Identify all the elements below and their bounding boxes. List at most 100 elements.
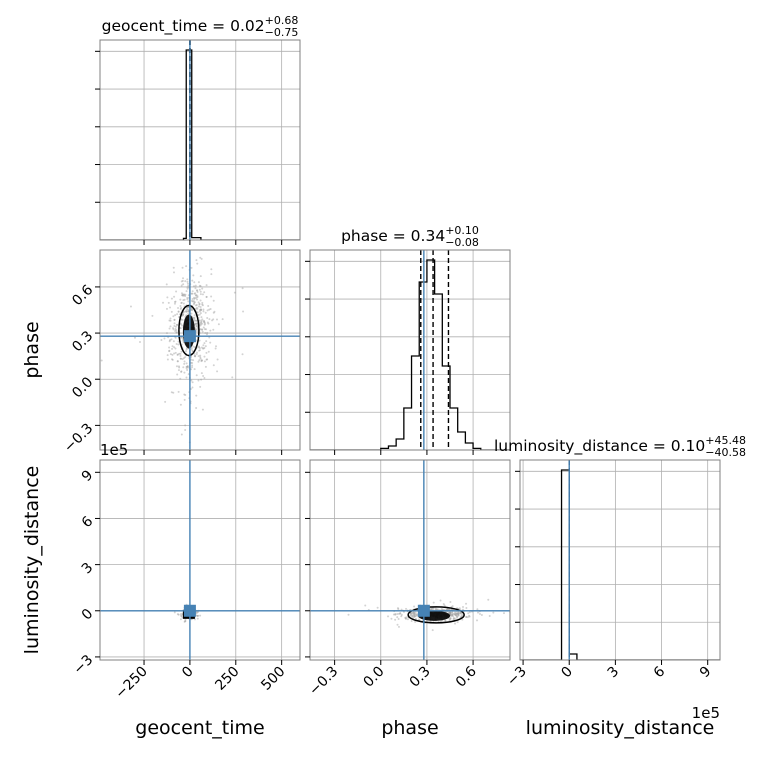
- sample-point: [204, 311, 207, 314]
- x-axis-label-geocent-time: geocent_time: [135, 717, 264, 739]
- sample-point: [183, 293, 186, 296]
- density-contour: [178, 304, 200, 357]
- sample-point: [204, 322, 207, 325]
- sample-point: [399, 612, 402, 615]
- sample-point: [206, 331, 209, 334]
- sample-point: [205, 284, 208, 287]
- sample-point: [195, 259, 198, 262]
- sample-point: [210, 295, 213, 298]
- sample-point: [397, 625, 400, 628]
- sample-point: [160, 339, 163, 342]
- sample-point: [449, 613, 452, 616]
- sample-point: [172, 271, 175, 274]
- sample-point: [199, 354, 202, 357]
- sample-point: [413, 605, 416, 608]
- sample-point: [171, 353, 174, 356]
- sample-point: [198, 288, 201, 291]
- sample-point: [448, 608, 451, 611]
- sample-point: [203, 346, 206, 349]
- sample-point: [197, 281, 200, 284]
- sample-point: [455, 616, 458, 619]
- sample-point: [195, 351, 198, 354]
- sample-point: [195, 407, 198, 410]
- y-tick-label: 0.6: [69, 282, 96, 309]
- sample-point: [179, 336, 182, 339]
- sample-point: [413, 614, 416, 617]
- sample-point: [180, 292, 183, 295]
- sample-point: [180, 301, 183, 304]
- sample-point: [176, 360, 179, 363]
- sample-point: [213, 310, 216, 313]
- sample-point: [453, 613, 456, 616]
- sample-point: [192, 274, 195, 277]
- sample-point: [413, 611, 416, 614]
- sample-point: [193, 297, 196, 300]
- sample-point: [454, 611, 457, 614]
- sample-point: [173, 325, 176, 328]
- sample-point: [196, 327, 199, 330]
- sample-point: [195, 227, 197, 229]
- sample-point: [194, 319, 197, 322]
- sample-point: [409, 613, 412, 616]
- sample-point: [452, 618, 455, 621]
- sample-point: [174, 314, 177, 317]
- sample-point: [187, 284, 190, 287]
- sample-point: [456, 621, 459, 624]
- sample-point: [181, 294, 184, 297]
- sample-point: [201, 408, 204, 411]
- sample-point: [185, 362, 188, 365]
- sample-point: [169, 325, 172, 328]
- sample-point: [176, 613, 179, 616]
- sample-point: [184, 620, 187, 623]
- sample-point: [183, 360, 186, 363]
- sample-point: [430, 608, 433, 611]
- sample-point: [198, 339, 201, 342]
- sample-point: [480, 614, 483, 617]
- sample-point: [177, 310, 180, 313]
- sample-point: [174, 351, 177, 354]
- sample-point: [182, 294, 185, 297]
- sample-point: [186, 365, 189, 368]
- sample-point: [175, 290, 178, 293]
- sample-point: [411, 615, 414, 618]
- title-main: luminosity_distance = 0.10: [494, 437, 705, 456]
- sample-point: [181, 314, 184, 317]
- sample-point: [416, 614, 419, 617]
- sample-point: [201, 328, 204, 331]
- sample-point: [207, 350, 210, 353]
- panel-content: [310, 460, 510, 660]
- sample-point: [186, 278, 189, 281]
- sample-point: [468, 615, 471, 618]
- sample-point: [170, 310, 173, 313]
- sample-point: [192, 359, 195, 362]
- sample-point: [468, 611, 471, 614]
- sample-point: [212, 318, 215, 321]
- sample-point: [198, 322, 201, 325]
- sample-point: [186, 286, 189, 289]
- sample-point: [412, 612, 415, 615]
- sample-point: [411, 611, 414, 614]
- sample-point: [179, 613, 182, 616]
- sample-point: [186, 298, 189, 301]
- sample-point: [400, 615, 403, 618]
- sample-point: [457, 612, 460, 615]
- sample-point: [179, 323, 182, 326]
- sample-point: [204, 332, 207, 335]
- sample-point: [199, 356, 202, 359]
- sample-point: [184, 424, 187, 427]
- sample-point: [194, 287, 197, 290]
- sample-point: [431, 629, 434, 632]
- sample-point: [199, 385, 202, 388]
- panel-title-luminosity_distance: luminosity_distance = 0.10+45.48 −40.58: [494, 434, 746, 459]
- sample-point: [185, 367, 188, 370]
- sample-point: [191, 290, 194, 293]
- title-plus: +0.10: [445, 224, 479, 237]
- sample-point: [206, 358, 209, 361]
- sample-point: [186, 365, 189, 368]
- panel-phase-phase: phase = 0.34+0.10 −0.08: [305, 224, 511, 455]
- sample-point: [196, 311, 199, 314]
- sample-point: [446, 607, 449, 610]
- sample-point: [392, 613, 395, 616]
- sample-point: [167, 301, 170, 304]
- histogram-geocent_time: [100, 49, 300, 240]
